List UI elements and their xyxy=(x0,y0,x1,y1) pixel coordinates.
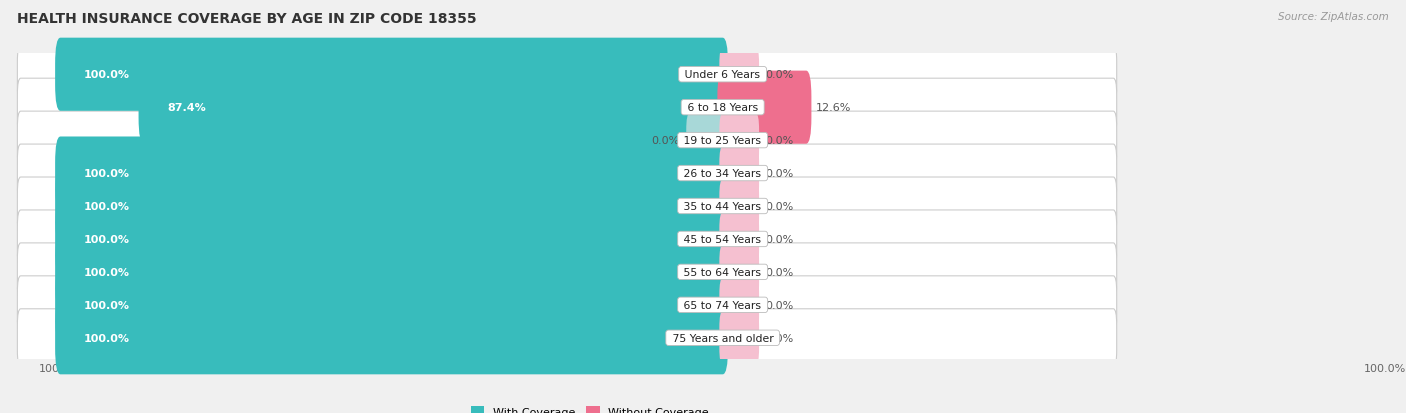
Text: 35 to 44 Years: 35 to 44 Years xyxy=(681,202,765,211)
Text: 55 to 64 Years: 55 to 64 Years xyxy=(681,267,765,277)
Text: 100.0%: 100.0% xyxy=(83,234,129,244)
Text: 6 to 18 Years: 6 to 18 Years xyxy=(683,103,762,113)
FancyBboxPatch shape xyxy=(720,246,759,299)
FancyBboxPatch shape xyxy=(17,79,1116,137)
Text: Source: ZipAtlas.com: Source: ZipAtlas.com xyxy=(1278,12,1389,22)
FancyBboxPatch shape xyxy=(17,276,1116,334)
Text: 75 Years and older: 75 Years and older xyxy=(668,333,776,343)
FancyBboxPatch shape xyxy=(17,112,1116,170)
Legend: With Coverage, Without Coverage: With Coverage, Without Coverage xyxy=(467,402,713,413)
Text: 0.0%: 0.0% xyxy=(766,300,794,310)
Text: 100.0%: 100.0% xyxy=(83,169,129,179)
FancyBboxPatch shape xyxy=(17,309,1116,367)
Text: 0.0%: 0.0% xyxy=(766,202,794,211)
FancyBboxPatch shape xyxy=(17,243,1116,301)
FancyBboxPatch shape xyxy=(17,145,1116,202)
Text: 0.0%: 0.0% xyxy=(766,267,794,277)
FancyBboxPatch shape xyxy=(55,137,728,210)
FancyBboxPatch shape xyxy=(720,278,759,332)
FancyBboxPatch shape xyxy=(55,268,728,342)
Text: 100.0%: 100.0% xyxy=(83,333,129,343)
Text: 100.0%: 100.0% xyxy=(83,267,129,277)
FancyBboxPatch shape xyxy=(686,114,725,167)
FancyBboxPatch shape xyxy=(720,147,759,200)
Text: 0.0%: 0.0% xyxy=(766,169,794,179)
FancyBboxPatch shape xyxy=(720,311,759,365)
Text: 0.0%: 0.0% xyxy=(651,136,679,146)
FancyBboxPatch shape xyxy=(17,178,1116,235)
FancyBboxPatch shape xyxy=(720,114,759,167)
FancyBboxPatch shape xyxy=(720,48,759,102)
Text: 0.0%: 0.0% xyxy=(766,333,794,343)
Text: 26 to 34 Years: 26 to 34 Years xyxy=(681,169,765,179)
FancyBboxPatch shape xyxy=(17,46,1116,104)
Text: 100.0%: 100.0% xyxy=(83,300,129,310)
FancyBboxPatch shape xyxy=(55,301,728,375)
FancyBboxPatch shape xyxy=(720,213,759,266)
Text: 45 to 54 Years: 45 to 54 Years xyxy=(681,234,765,244)
Text: HEALTH INSURANCE COVERAGE BY AGE IN ZIP CODE 18355: HEALTH INSURANCE COVERAGE BY AGE IN ZIP … xyxy=(17,12,477,26)
Text: 12.6%: 12.6% xyxy=(815,103,852,113)
FancyBboxPatch shape xyxy=(55,38,728,112)
Text: 65 to 74 Years: 65 to 74 Years xyxy=(681,300,765,310)
FancyBboxPatch shape xyxy=(55,203,728,276)
Text: 100.0%: 100.0% xyxy=(83,70,129,80)
FancyBboxPatch shape xyxy=(17,211,1116,268)
Text: 0.0%: 0.0% xyxy=(766,234,794,244)
FancyBboxPatch shape xyxy=(55,236,728,309)
Text: 100.0%: 100.0% xyxy=(83,202,129,211)
FancyBboxPatch shape xyxy=(717,71,811,145)
Text: 0.0%: 0.0% xyxy=(766,136,794,146)
Text: 87.4%: 87.4% xyxy=(167,103,205,113)
FancyBboxPatch shape xyxy=(55,170,728,243)
Text: 0.0%: 0.0% xyxy=(766,70,794,80)
Text: Under 6 Years: Under 6 Years xyxy=(682,70,763,80)
Text: 19 to 25 Years: 19 to 25 Years xyxy=(681,136,765,146)
FancyBboxPatch shape xyxy=(720,180,759,233)
FancyBboxPatch shape xyxy=(139,71,728,145)
